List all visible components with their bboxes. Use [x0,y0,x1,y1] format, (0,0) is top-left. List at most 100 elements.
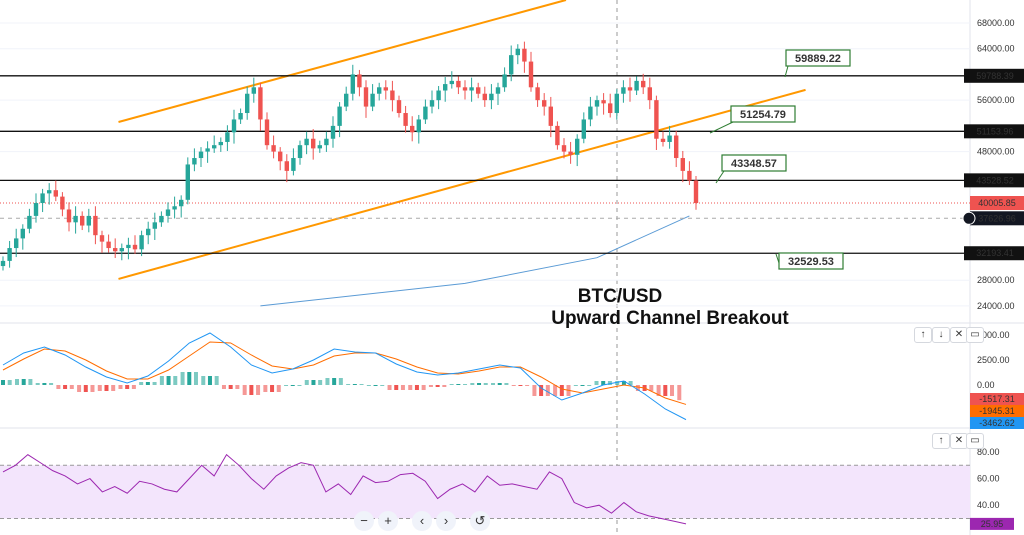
macd-line [2,332,687,421]
macd-histogram-bar [414,385,419,390]
candle-body [423,106,428,120]
candle-body [601,100,606,104]
channel-lower-line [118,88,806,280]
level-price-tag [964,124,1024,139]
macd-histogram-bar [166,376,171,385]
candle-body [0,260,6,267]
candle-body [509,55,514,75]
candle-body [198,151,204,159]
macd-histogram-bar [483,383,488,385]
macd-histogram-bar [14,379,19,385]
rsi-close-button[interactable]: ✕ [950,433,968,449]
macd-histogram-bar [193,372,198,385]
macd-histogram-bar [249,385,254,395]
candle-body [456,80,461,88]
candle-body [264,119,270,146]
candle-body [99,235,105,242]
candle-body [238,113,243,120]
macd-histogram-bar [83,385,88,392]
candle-body [370,93,375,107]
candle-body [172,206,177,210]
macd-histogram-bar [284,385,289,386]
macd-histogram-bar [7,380,12,385]
annotation-label: 32529.53 [788,256,834,268]
macd-histogram-bar [90,385,95,392]
candle-body [205,148,210,152]
candle-body [159,215,164,223]
macd-histogram-bar [663,385,668,396]
candle-body [548,106,553,126]
macd-maximize-button[interactable]: ▭ [966,327,984,343]
price-tick-label: 24000.00 [977,301,1015,311]
price-tick-label: 28000.00 [977,275,1015,285]
macd-value-label: -1945.31 [979,406,1015,416]
macd-histogram-bar [615,381,620,385]
annotation-label: 51254.79 [740,109,786,121]
candle-body [278,151,283,162]
annotation-box [785,49,851,67]
macd-histogram-bar [332,378,337,385]
candle-body [575,138,580,155]
macd-histogram-bar [180,372,185,385]
candle-body [383,87,388,91]
rsi-line [2,453,687,525]
price-tick-label: 56000.00 [977,95,1015,105]
macd-histogram-bar [256,385,261,395]
candle-body [218,141,223,146]
reset-chart-button[interactable]: ↺ [470,511,490,531]
candle-body [106,241,111,249]
annotation-leader [784,65,789,78]
macd-histogram-bar [0,380,5,385]
candle-body [337,106,342,126]
candle-body [429,100,435,107]
candle-body [568,151,573,155]
macd-histogram-bar [559,385,564,396]
macd-histogram-bar [290,385,295,386]
candle-body [344,93,349,107]
macd-histogram-bar [270,385,275,392]
macd-histogram-bar [263,385,268,392]
macd-histogram-bar [408,385,413,390]
channel-upper-line [118,0,567,123]
macd-move-down-button[interactable]: ↓ [932,327,950,343]
candle-body [304,138,309,146]
level-price-tag [964,246,1024,261]
moving-average-line [260,215,690,307]
scroll-right-button[interactable]: › [436,511,456,531]
crosshair-price-tag [970,211,1024,226]
zoom-in-button[interactable]: + [378,511,398,531]
candle-body [324,138,329,146]
macd-histogram-bar [594,381,599,385]
rsi-tick-label: 40.00 [977,500,1000,510]
candle-body [522,48,527,62]
candle-body [297,145,303,159]
macd-histogram-bar [97,385,102,391]
macd-histogram-bar [677,385,682,401]
candle-body [192,158,197,165]
macd-histogram-bar [587,385,592,386]
candle-body [251,87,256,94]
macd-histogram-bar [56,385,61,389]
macd-histogram-bar [346,384,351,385]
rsi-maximize-button[interactable]: ▭ [966,433,984,449]
candle-body [469,87,474,91]
macd-histogram-bar [387,385,392,390]
candle-body [667,135,672,142]
rsi-move-up-button[interactable]: ↑ [932,433,950,449]
candle-body [627,87,633,91]
zoom-out-button[interactable]: − [354,511,374,531]
macd-histogram-bar [656,385,661,396]
macd-histogram-bar [532,385,537,396]
macd-histogram-bar [28,379,33,385]
macd-histogram-bar [601,381,606,385]
scroll-left-button[interactable]: ‹ [412,511,432,531]
candle-body [53,190,58,197]
candle-body [152,222,157,229]
macd-tick-label: 0.00 [977,380,995,390]
macd-value-tag [970,405,1024,417]
macd-move-up-button[interactable]: ↑ [914,327,932,343]
macd-histogram-bar [276,385,281,392]
candle-body [357,74,362,88]
level-price-label: 32193.41 [976,248,1014,258]
